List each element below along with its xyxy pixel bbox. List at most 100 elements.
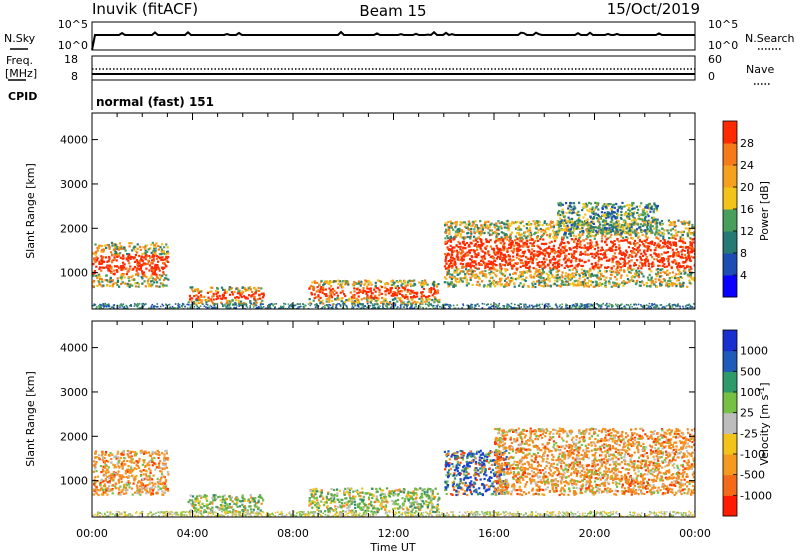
scatter-cell [625,239,628,242]
scatter-cell [680,250,683,253]
ground-scatter-cell [224,303,226,306]
scatter-cell [594,201,597,204]
scatter-cell [649,253,652,257]
scatter-cell [481,274,485,277]
scatter-cell [315,290,318,293]
ground-scatter-cell [520,306,522,308]
scatter-cell [483,224,487,227]
scatter-cell [591,245,594,248]
scatter-cell [663,242,666,245]
scatter-cell [148,264,152,267]
scatter-cell [529,236,532,239]
scatter-cell [568,218,571,221]
ground-scatter-cell [93,304,96,307]
scatter-cell [451,276,454,279]
scatter-cell [424,296,428,299]
scatter-cell [574,227,577,230]
scatter-cell [609,276,612,280]
scatter-cell [613,206,616,209]
ground-scatter-cell [107,303,110,305]
scatter-cell [106,279,109,282]
scatter-cell [319,296,322,299]
ground-scatter-cell [302,305,305,308]
scatter-cell [646,258,650,261]
scatter-cell [617,265,620,268]
scatter-cell [106,244,109,247]
ground-scatter-cell [565,307,567,309]
scatter-cell [344,301,347,304]
scatter-cell [589,247,592,250]
scatter-cell [412,284,415,287]
scatter-cell [568,283,571,286]
ground-scatter-cell [623,305,625,308]
scatter-cell [639,261,642,264]
scatter-cell [572,209,575,213]
scatter-cell [689,237,692,240]
scatter-cell [421,280,424,283]
scatter-cell [531,262,534,265]
scatter-cell [506,263,510,266]
scatter-cell [393,281,396,284]
ground-scatter-cell [535,305,538,308]
scatter-cell [191,286,194,289]
scatter-cell [374,281,377,284]
scatter-cell [661,261,664,264]
ground-scatter-cell [342,303,344,305]
scatter-cell [625,222,628,225]
scatter-cell [497,228,500,231]
scatter-cell [134,250,137,253]
scatter-cell [656,225,659,228]
scatter-cell [537,224,540,227]
scatter-cell [490,222,493,225]
scatter-cell [648,245,651,248]
scatter-cell [554,279,557,282]
scatter-cell [481,258,484,261]
scatter-cell [481,244,484,247]
scatter-cell [494,253,497,256]
scatter-cell [543,220,546,223]
scatter-cell [139,245,142,248]
scatter-cell [654,222,657,225]
scatter-cell [568,209,571,212]
scatter-cell [558,210,561,213]
scatter-cell [563,241,566,245]
scatter-cell [479,246,482,249]
scatter-cell [574,273,577,276]
scatter-cell [680,221,683,224]
scatter-cell [384,297,387,300]
scatter-cell [604,221,607,225]
scatter-cell [611,219,614,222]
scatter-cell [594,206,597,209]
scatter-cell [488,262,491,265]
scatter-cell [483,257,487,260]
scatter-cell [447,220,450,224]
ground-scatter-cell [419,303,421,306]
scatter-cell [686,234,689,237]
scatter-cell [635,271,638,274]
scatter-cell [542,232,545,235]
scatter-cell [638,249,641,252]
scatter-cell [624,220,627,223]
scatter-cell [244,302,247,305]
scatter-cell [534,253,537,256]
scatter-cell [507,222,510,225]
scatter-cell [676,234,679,237]
scatter-cell [577,284,580,287]
scatter-cell [630,219,633,222]
scatter-cell [221,294,224,297]
scatter-cell [581,283,584,286]
scatter-cell [537,275,540,279]
ground-scatter-cell [490,303,492,306]
scatter-cell [504,235,507,239]
scatter-cell [139,248,142,251]
scatter-cell [472,239,475,242]
scatter-cell [137,265,140,268]
scatter-cell [557,231,560,234]
scatter-cell [686,285,689,288]
scatter-cell [687,246,690,249]
scatter-cell [671,236,674,239]
scatter-cell [542,249,545,252]
scatter-cell [140,275,143,278]
scatter-cell [128,285,131,289]
scatter-cell [644,230,647,233]
